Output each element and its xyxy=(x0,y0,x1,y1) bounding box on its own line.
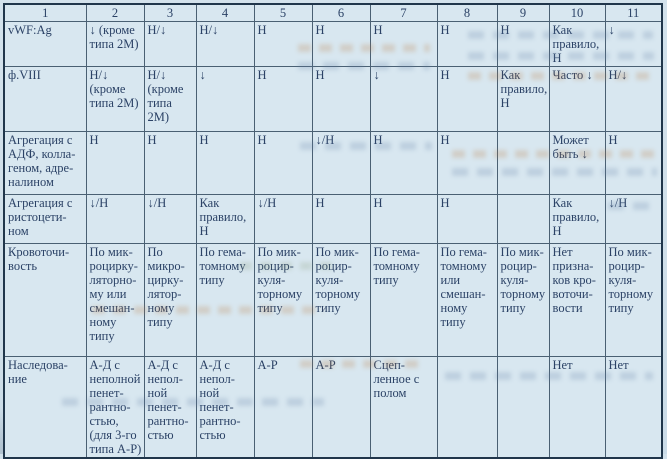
table-cell: Н/↓ xyxy=(605,67,662,132)
table-cell xyxy=(437,357,497,459)
table-cell: Н xyxy=(437,67,497,132)
table-cell: ↓/Н xyxy=(86,195,144,244)
table-cell: А-Д с неполной пенет- рантно- стью, (для… xyxy=(86,357,144,459)
table-cell: Н xyxy=(312,22,370,67)
table-cell: Н xyxy=(497,22,549,67)
table-cell: Н xyxy=(370,22,437,67)
table-row-bleeding-type: Кровоточи- вость По мик- роцирку- ляторн… xyxy=(4,244,662,357)
table-cell: ↓/Н xyxy=(254,195,312,244)
table-cell: Сцеп- ленное с полом xyxy=(370,357,437,459)
table-row-aggregation-ristocetin: Агрегация с ристоцети- ном ↓/Н ↓/Н Как п… xyxy=(4,195,662,244)
table-cell: Н xyxy=(605,132,662,195)
column-number-header: 10 xyxy=(549,4,605,22)
column-number-header: 7 xyxy=(370,4,437,22)
table-cell: Н xyxy=(254,67,312,132)
table-cell: А-Р xyxy=(312,357,370,459)
row-label: Агрегация с ристоцети- ном xyxy=(4,195,86,244)
table-cell: Нет призна- ков кро- воточи- вости xyxy=(549,244,605,357)
table-cell: ↓/Н xyxy=(312,132,370,195)
table-cell: По мик- роцир- куля- торному типу xyxy=(497,244,549,357)
table-cell: Н xyxy=(312,195,370,244)
table-cell: ↓/Н xyxy=(605,195,662,244)
table-cell: По гема- томному или смешан- ному типу xyxy=(437,244,497,357)
table-cell: ↓ xyxy=(370,67,437,132)
table-row-vwf-ag: vWF:Ag ↓ (кроме типа 2М) Н/↓ Н/↓ Н Н Н Н… xyxy=(4,22,662,67)
table-cell: По микро- цирку- лятор- ному типу xyxy=(144,244,196,357)
table-cell: Н xyxy=(86,132,144,195)
column-number-header: 8 xyxy=(437,4,497,22)
table-cell: По мик- роцир- куля- торному типу xyxy=(254,244,312,357)
row-label: Агрегация с АДФ, колла- геном, адре- нал… xyxy=(4,132,86,195)
table-cell xyxy=(497,132,549,195)
table-cell: ↓ xyxy=(196,67,254,132)
column-number-header: 2 xyxy=(86,4,144,22)
column-number-header: 6 xyxy=(312,4,370,22)
table-cell: А-Р xyxy=(254,357,312,459)
table-cell: А-Д с непол- ной пенет- рантно- стью xyxy=(196,357,254,459)
table-row-f8: ф.VIII Н/↓ (кроме типа 2М) Н/↓ (кроме ти… xyxy=(4,67,662,132)
column-number-header: 3 xyxy=(144,4,196,22)
row-label: Кровоточи- вость xyxy=(4,244,86,357)
table-cell: Как правило, Н xyxy=(549,22,605,67)
table-cell: А-Д с непол- ной пенет- рантно- стью xyxy=(144,357,196,459)
table-cell: Н xyxy=(196,132,254,195)
table-cell xyxy=(497,357,549,459)
table-cell: ↓/Н xyxy=(144,195,196,244)
table-cell: Может быть ↓ xyxy=(549,132,605,195)
table-cell: Н xyxy=(437,132,497,195)
table-cell: Н/↓ (кроме типа 2М) xyxy=(86,67,144,132)
table-cell: Как правило, Н xyxy=(497,67,549,132)
table-row-aggregation-adp: Агрегация с АДФ, колла- геном, адре- нал… xyxy=(4,132,662,195)
column-number-header: 11 xyxy=(605,4,662,22)
vwf-disease-types-table: 1 2 3 4 5 6 7 8 9 10 11 vWF:Ag ↓ (кроме … xyxy=(3,3,663,459)
table-cell: По гема- томному типу xyxy=(196,244,254,357)
table-cell: Н xyxy=(312,67,370,132)
table-cell: Часто ↓ xyxy=(549,67,605,132)
column-number-header: 5 xyxy=(254,4,312,22)
table-cell: Н/↓ xyxy=(196,22,254,67)
table-cell: Н xyxy=(370,132,437,195)
table-cell: Н xyxy=(254,132,312,195)
table-cell: Н/↓ xyxy=(144,22,196,67)
table-cell: Н xyxy=(144,132,196,195)
table-cell: Н xyxy=(254,22,312,67)
table-cell: Н/↓ (кроме типа 2М) xyxy=(144,67,196,132)
table-cell: Н xyxy=(370,195,437,244)
row-label: vWF:Ag xyxy=(4,22,86,67)
column-number-header: 1 xyxy=(4,4,86,22)
table-cell: По мик- роцир- куля- торному типу xyxy=(605,244,662,357)
table-cell: Как правило, Н xyxy=(196,195,254,244)
table-cell xyxy=(497,195,549,244)
column-number-header: 4 xyxy=(196,4,254,22)
table-row-inheritance: Наследова- ние А-Д с неполной пенет- ран… xyxy=(4,357,662,459)
table-cell: По мик- роцир- куля- торному типу xyxy=(312,244,370,357)
table-cell: По гема- томному типу xyxy=(370,244,437,357)
table-cell: Нет xyxy=(605,357,662,459)
table-cell: По мик- роцирку- ляторно- му или смешан-… xyxy=(86,244,144,357)
table-cell: Нет xyxy=(549,357,605,459)
table-cell: Н xyxy=(437,22,497,67)
row-label: Наследова- ние xyxy=(4,357,86,459)
table-cell: Н xyxy=(437,195,497,244)
table-cell: ↓ (кроме типа 2М) xyxy=(86,22,144,67)
column-number-header: 9 xyxy=(497,4,549,22)
row-label: ф.VIII xyxy=(4,67,86,132)
table-cell: ↓ xyxy=(605,22,662,67)
column-number-header-row: 1 2 3 4 5 6 7 8 9 10 11 xyxy=(4,4,662,22)
table-cell: Как правило, Н xyxy=(549,195,605,244)
